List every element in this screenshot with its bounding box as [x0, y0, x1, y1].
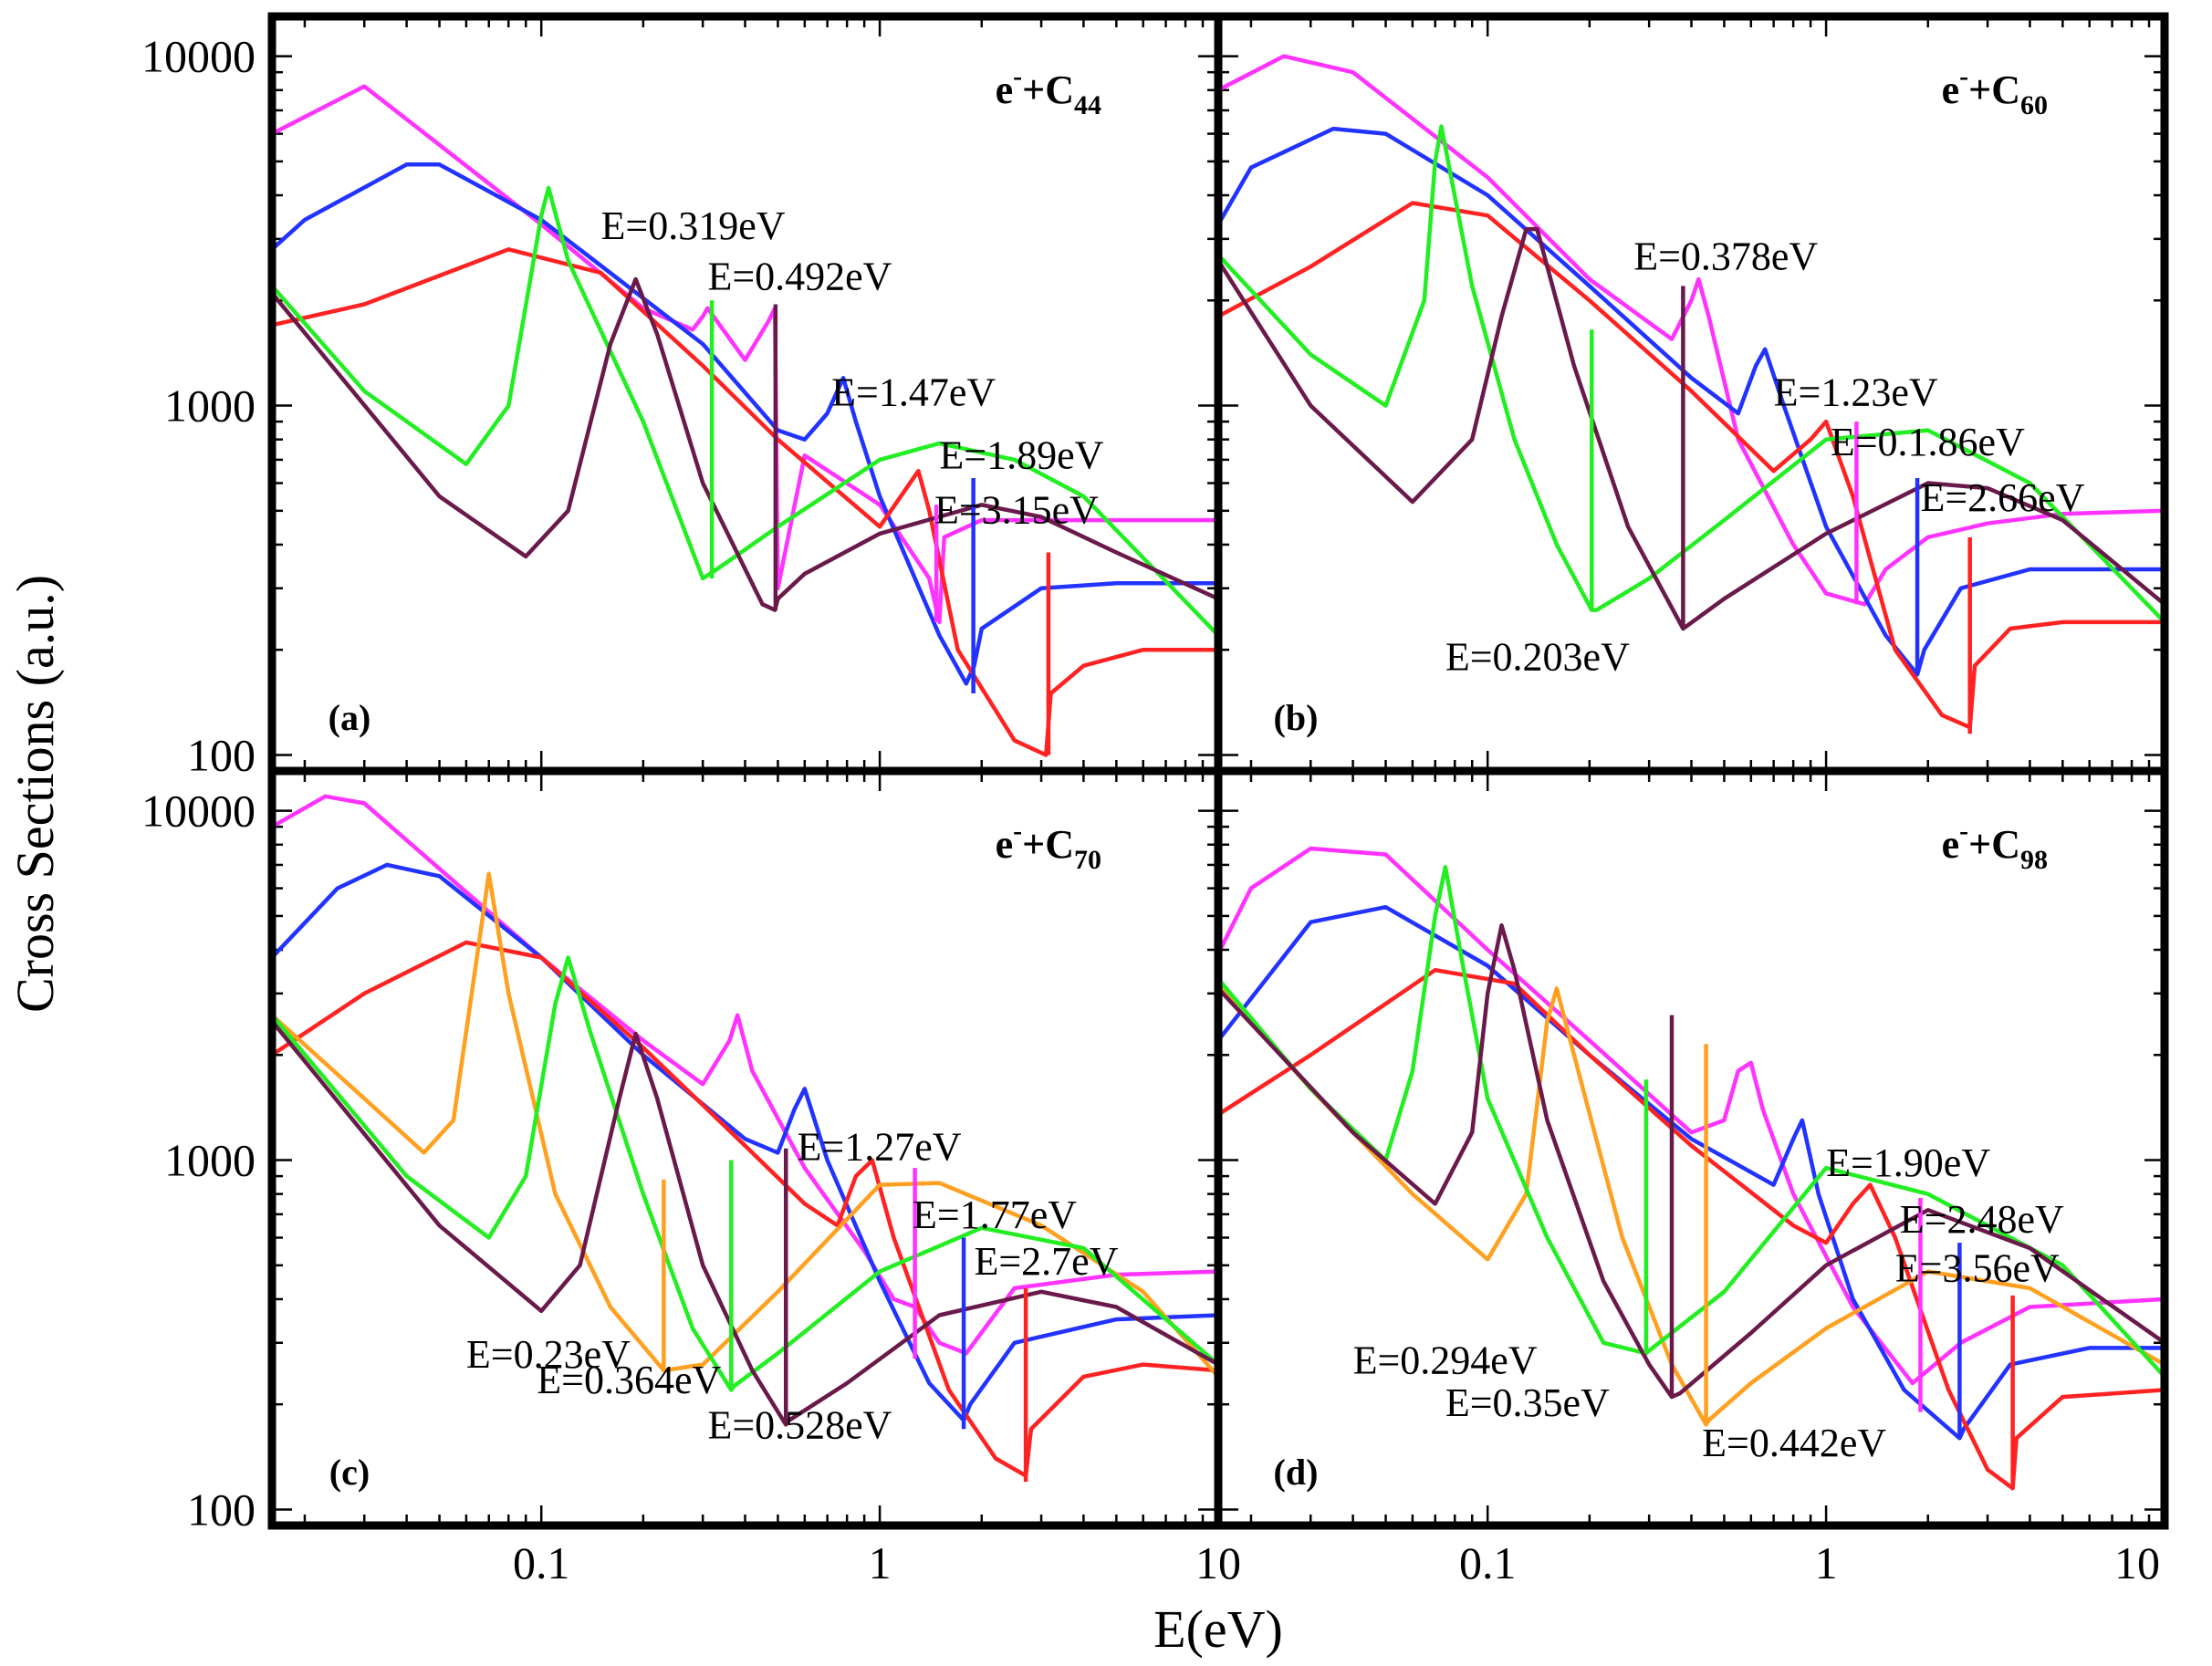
x-axis-title: E(eV) — [1153, 1599, 1283, 1659]
y-tick-label: 10000 — [141, 786, 256, 837]
title-mid: +C — [1968, 822, 2020, 867]
series-line-red — [272, 247, 1218, 757]
series-line-red — [272, 940, 1218, 1478]
x-tick-label: 10 — [2114, 1537, 2160, 1588]
title-sup: - — [1013, 61, 1022, 91]
series-group — [272, 794, 1218, 1483]
panel-title: e-+C70 — [996, 816, 1101, 875]
series-line-maroon — [1218, 226, 2165, 631]
energy-annotation: E=0.23eV — [466, 1332, 631, 1377]
panel-label: (a) — [329, 697, 371, 738]
energy-annotation: E=1.47eV — [831, 370, 996, 415]
title-sub: 98 — [2020, 845, 2048, 875]
series-line-blue — [272, 862, 1218, 1422]
plot-frame — [1214, 766, 2169, 1530]
energy-annotation: E=0.442eV — [1702, 1421, 1886, 1465]
series-line-red — [1218, 201, 2165, 730]
energy-annotation: E=0.378eV — [1633, 234, 1818, 279]
energy-annotation: E=0.364eV — [537, 1358, 721, 1402]
energy-annotation: E=1.77eV — [913, 1192, 1077, 1237]
panel-a: 100 1000 10000 e-+C44 (a) E=0.319eV E=0.492eV E… — [141, 12, 1223, 780]
series-group — [1218, 846, 2165, 1491]
series-line-magenta — [1218, 54, 2165, 607]
series-line-green — [1218, 865, 2165, 1380]
energy-annotation: E=0.294eV — [1353, 1338, 1538, 1382]
series-line-blue — [1218, 126, 2165, 677]
series-line-magenta — [1218, 846, 2165, 1386]
energy-annotation: E=2.48eV — [1900, 1197, 2064, 1242]
series-line-maroon — [272, 276, 1218, 612]
series-line-green — [272, 955, 1218, 1392]
title-base: e — [1942, 68, 1960, 112]
panel-label: (b) — [1274, 697, 1319, 738]
title-sub: 60 — [2020, 90, 2048, 120]
title-mid: +C — [1022, 822, 1074, 867]
title-sup: - — [1013, 816, 1022, 846]
energy-annotation: E=1.23eV — [1774, 370, 1938, 415]
series-line-blue — [272, 162, 1218, 686]
title-sub: 44 — [1074, 90, 1101, 120]
x-tick-label: 0.1 — [513, 1537, 570, 1588]
x-tick-label: 1 — [869, 1537, 892, 1588]
series-line-orange — [1218, 981, 2165, 1427]
energy-annotation: E=0.528eV — [707, 1402, 892, 1447]
title-base: e — [996, 822, 1014, 867]
y-axis-title: Cross Sections (a.u.) — [5, 575, 65, 1013]
x-tick-label: 1 — [1815, 1537, 1838, 1588]
energy-annotation: E=1.27eV — [798, 1125, 962, 1170]
energy-annotation: E=0.319eV — [601, 203, 786, 248]
energy-annotation: E=2.7eV — [974, 1239, 1118, 1284]
title-sup: - — [1959, 61, 1968, 91]
title-sub: 70 — [1074, 845, 1101, 875]
panel-title: e-+C98 — [1942, 816, 2048, 875]
series-line-orange — [272, 871, 1218, 1380]
series-group — [272, 84, 1218, 757]
y-tick-label: 100 — [187, 1484, 256, 1535]
series-line-maroon — [1218, 922, 2165, 1400]
energy-annotation: E=1.89eV — [939, 433, 1103, 478]
energy-annotation: E=3.15eV — [934, 488, 1099, 533]
series-line-blue — [1218, 904, 2165, 1441]
panel-c: 100 1000 10000 0.1 1 10 e-+C70 (c) E=1.27eV E=1.7… — [141, 766, 1241, 1588]
energy-annotation: E=0.203eV — [1445, 634, 1630, 679]
panel-label: (c) — [329, 1452, 370, 1493]
title-sup: - — [1959, 816, 1968, 846]
y-tick-label: 1000 — [164, 1135, 256, 1186]
series-group — [1218, 54, 2165, 734]
y-tick-label: 1000 — [164, 380, 256, 432]
panel-title: e-+C44 — [996, 61, 1101, 120]
series-line-green — [1218, 124, 2165, 625]
title-mid: +C — [1022, 68, 1074, 112]
y-tick-label: 10000 — [141, 31, 256, 82]
energy-annotation: E=1.90eV — [1826, 1140, 1990, 1185]
energy-annotation: E=2.66eV — [1920, 475, 2084, 520]
y-tick-label: 100 — [187, 729, 256, 780]
series-line-magenta — [272, 84, 1218, 625]
energy-annotation: E=0.492eV — [707, 254, 892, 298]
energy-annotation: E=0.1.86eV — [1831, 420, 2025, 464]
title-mid: +C — [1968, 68, 2020, 112]
series-line-maroon — [272, 1018, 1218, 1427]
panels: 100100010000e-+C44(a)E=0.319eVE=0.492eVE… — [141, 12, 2169, 1588]
panel-b: e-+C60 (b) E=0.378eV E=1.23eV E=0.1.86eV E=2.… — [1214, 12, 2169, 776]
series-line-green — [272, 185, 1218, 638]
panel-label: (d) — [1274, 1452, 1319, 1493]
energy-annotation: E=0.35eV — [1445, 1380, 1610, 1425]
x-tick-label: 0.1 — [1459, 1537, 1517, 1588]
panel-title: e-+C60 — [1942, 61, 2048, 120]
title-base: e — [996, 68, 1014, 112]
x-tick-label: 10 — [1195, 1537, 1241, 1588]
title-base: e — [1942, 822, 1960, 867]
energy-annotation: E=3.56eV — [1895, 1245, 2060, 1290]
